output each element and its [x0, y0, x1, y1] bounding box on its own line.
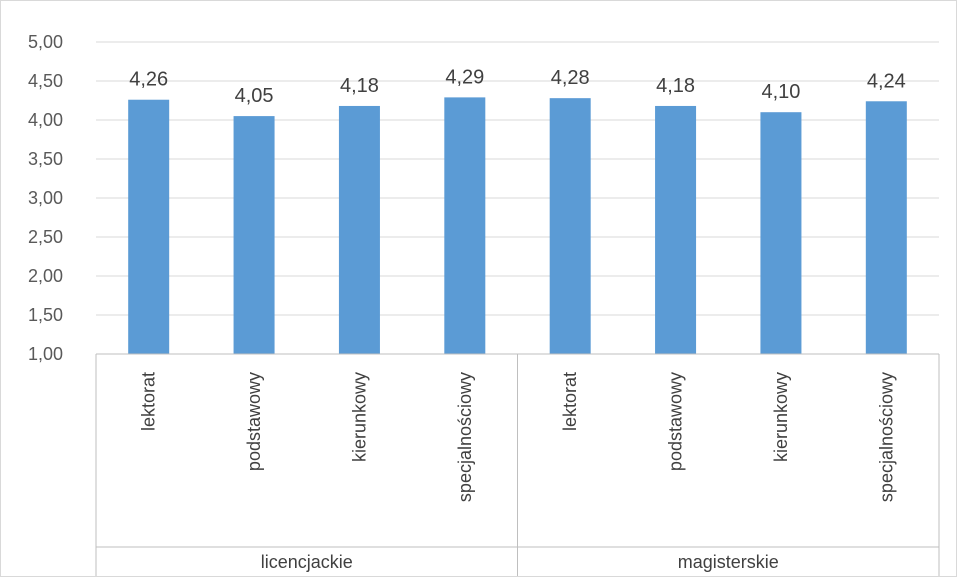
category-label: kierunkowy: [771, 372, 791, 462]
category-label: specjalnościowy: [455, 372, 475, 502]
bar: [444, 97, 486, 354]
data-label: 4,18: [340, 75, 379, 97]
group-label: licencjackie: [261, 552, 353, 572]
bar: [338, 105, 380, 355]
y-tick-label: 1,50: [28, 305, 63, 325]
data-label: 4,10: [761, 81, 800, 103]
group-label: magisterskie: [678, 552, 779, 572]
category-label: lektorat: [560, 372, 580, 431]
y-tick-label: 3,00: [28, 188, 63, 208]
category-label: podstawowy: [666, 372, 686, 471]
bar: [233, 116, 275, 354]
y-tick-label: 3,50: [28, 149, 63, 169]
y-tick-label: 1,00: [28, 344, 63, 364]
bar: [865, 101, 907, 354]
y-tick-label: 4,00: [28, 110, 63, 130]
y-tick-label: 4,50: [28, 71, 63, 91]
category-label: kierunkowy: [349, 372, 369, 462]
data-label: 4,26: [129, 69, 168, 91]
bar: [549, 98, 591, 354]
bar: [760, 112, 802, 354]
data-label: 4,18: [656, 75, 695, 97]
data-label: 4,28: [551, 67, 590, 89]
bar: [655, 105, 697, 355]
data-label: 4,29: [445, 66, 484, 88]
category-label: podstawowy: [244, 372, 264, 471]
bar: [128, 99, 170, 354]
category-label: specjalnościowy: [876, 372, 896, 502]
category-label: lektorat: [139, 372, 159, 431]
data-label: 4,05: [235, 85, 274, 107]
y-tick-label: 2,00: [28, 266, 63, 286]
data-label: 4,24: [867, 70, 906, 92]
y-tick-label: 5,00: [28, 32, 63, 52]
y-tick-label: 2,50: [28, 227, 63, 247]
